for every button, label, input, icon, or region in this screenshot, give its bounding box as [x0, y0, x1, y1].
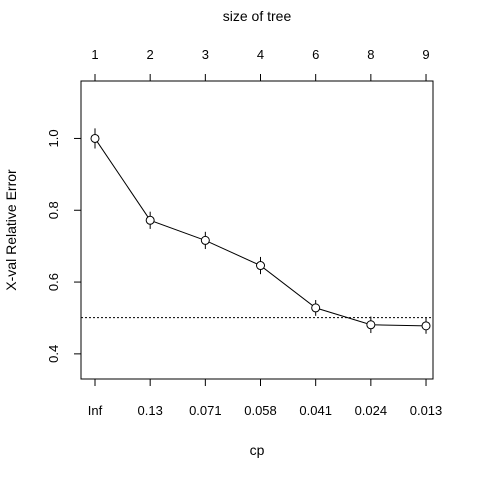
bottom-tick-label: 0.058	[244, 403, 277, 418]
top-tick-label: 2	[147, 47, 154, 62]
bottom-tick-label: Inf	[88, 403, 103, 418]
top-tick-label: 9	[422, 47, 429, 62]
data-point	[145, 215, 155, 225]
x-axis-title: cp	[250, 442, 265, 458]
top-tick-label: 4	[257, 47, 264, 62]
left-tick-label: 0.8	[46, 201, 61, 219]
top-tick-label: 3	[202, 47, 209, 62]
top-tick-label: 8	[367, 47, 374, 62]
top-tick-label: 6	[312, 47, 319, 62]
plot-frame	[80, 80, 434, 380]
data-point	[421, 321, 431, 331]
top-axis-title: size of tree	[223, 8, 292, 24]
data-point	[200, 235, 210, 245]
left-tick-label: 0.4	[46, 345, 61, 363]
left-tick-label: 0.6	[46, 273, 61, 291]
top-tick-label: 1	[91, 47, 98, 62]
data-point	[90, 133, 100, 143]
data-point	[311, 303, 321, 313]
bottom-tick-label: 0.024	[355, 403, 388, 418]
top-axis: 1 2 3 4 6 8 9	[91, 47, 430, 82]
data-point	[256, 261, 266, 271]
bottom-tick-label: 0.041	[299, 403, 332, 418]
y-axis-title: X-val Relative Error	[3, 169, 19, 291]
bottom-tick-label: 0.013	[410, 403, 443, 418]
bottom-axis: Inf 0.13 0.071 0.058 0.041 0.024 0.013	[88, 378, 443, 418]
data-point	[366, 320, 376, 330]
series-layer	[90, 128, 431, 334]
bottom-tick-label: 0.071	[189, 403, 222, 418]
bottom-tick-label: 0.13	[138, 403, 163, 418]
left-tick-label: 1.0	[46, 129, 61, 147]
series-line	[94, 138, 427, 327]
left-axis: 0.4 0.6 0.8 1.0	[46, 129, 82, 363]
